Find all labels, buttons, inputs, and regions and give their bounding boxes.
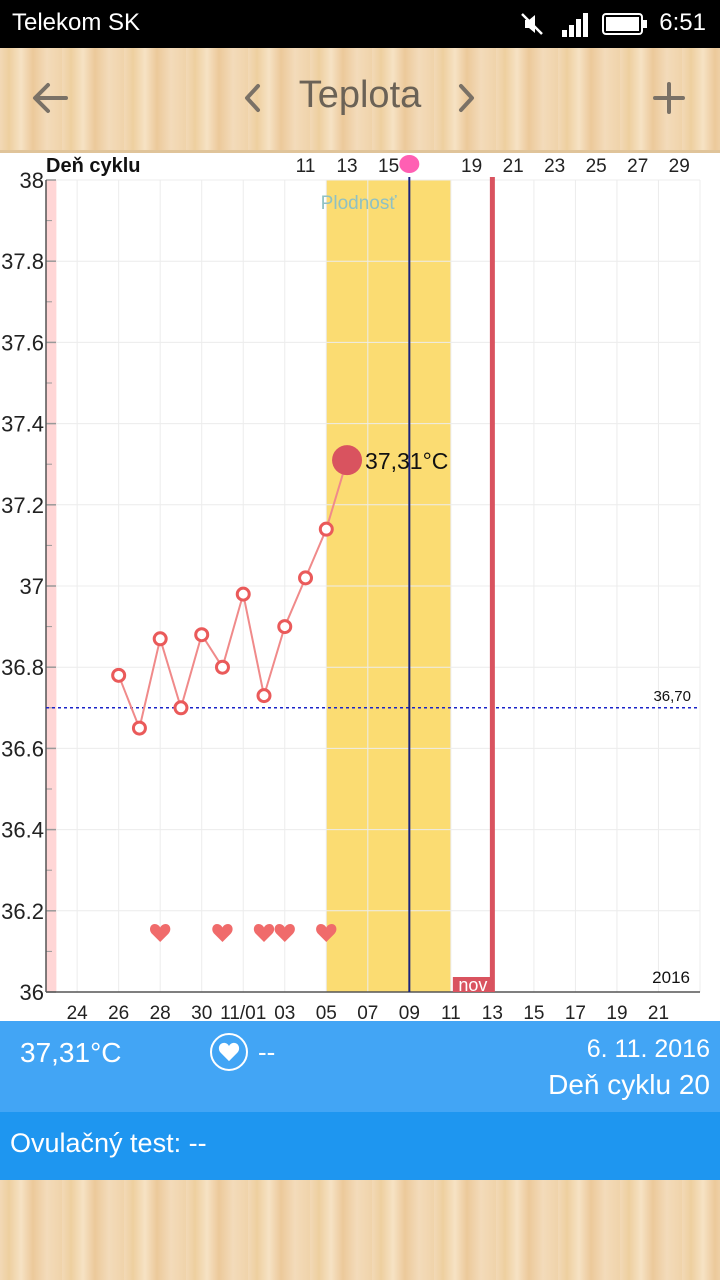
y-tick-label: 37 <box>20 574 44 599</box>
date-tick-label: 24 <box>67 1003 89 1021</box>
y-tick-label: 36.4 <box>1 818 44 843</box>
date-tick-label: 21 <box>648 1003 669 1021</box>
cycle-tick-label: 25 <box>586 156 607 177</box>
month-label-bg <box>452 977 493 992</box>
intercourse-value: -- <box>258 1037 276 1067</box>
date-tick-label: 13 <box>482 1003 503 1021</box>
heart-icon <box>212 924 233 942</box>
selected-temperature-label: 37,31°C <box>365 448 448 474</box>
mute-icon <box>521 13 543 35</box>
ovulation-test-bar[interactable]: Ovulačný test: -- <box>0 1112 720 1180</box>
temperature-chart-svg: 38 37.8 37.6 37.4 37.2 37 36.8 36.6 36.4 36.2 36 Pl… <box>1 155 701 1024</box>
temperature-point <box>277 619 293 635</box>
heart-icon <box>150 924 171 942</box>
ovulation-test-label: Ovulačný test: -- <box>10 1128 207 1158</box>
heart-shape <box>274 924 295 942</box>
date-tick-label: 09 <box>399 1003 420 1021</box>
date-tick-label: 17 <box>565 1003 586 1021</box>
clock: 6:51 <box>659 9 706 36</box>
next-button[interactable] <box>438 70 494 126</box>
date-tick-label: 11/01 <box>220 1003 266 1021</box>
back-button[interactable] <box>22 70 78 126</box>
temperature-value: 37,31°C <box>20 1037 122 1068</box>
heart-icon <box>274 924 295 942</box>
cycle-tick-label: 13 <box>336 156 357 177</box>
ovulation-marker-icon <box>399 155 420 173</box>
temperature-point <box>194 627 210 643</box>
y-tick-label: 37.2 <box>1 493 44 518</box>
date-tick-label: 26 <box>108 1003 129 1021</box>
temperature-point <box>131 720 147 736</box>
cycle-day: Deň cyklu 20 <box>548 1069 710 1100</box>
cycle-tick-label: 15 <box>378 156 399 177</box>
y-tick-label: 36.8 <box>1 655 44 680</box>
date-tick-label: 15 <box>523 1003 544 1021</box>
heart-icon <box>316 924 337 942</box>
y-tick-label: 37.6 <box>1 330 44 355</box>
temperature-chart[interactable]: 38 37.8 37.6 37.4 37.2 37 36.8 36.6 36.4 36.2 36 Pl… <box>0 153 720 1024</box>
heart-shape <box>316 924 337 942</box>
date-tick-label: 11 <box>441 1003 461 1021</box>
temperature-point <box>298 570 314 586</box>
heart-icon <box>253 924 275 942</box>
cycle-axis-label: Deň cyklu <box>46 155 140 177</box>
temperature-point <box>173 700 189 716</box>
toolbar-divider <box>0 150 720 153</box>
chevron-right-icon <box>459 84 474 112</box>
back-arrow-icon <box>33 83 68 113</box>
heart-shape <box>150 924 171 942</box>
battery-icon <box>602 13 647 35</box>
signal-icon <box>562 13 588 37</box>
previous-button[interactable] <box>225 70 281 126</box>
date-tick-label: 30 <box>191 1003 212 1021</box>
heart-shape <box>212 924 233 942</box>
date-tick-label: 07 <box>357 1003 378 1021</box>
y-tick-label: 37.4 <box>1 412 44 437</box>
chevron-left-icon <box>245 84 260 112</box>
cycle-tick-label: 23 <box>544 156 565 177</box>
selected-temperature-point <box>332 445 363 476</box>
intercourse-indicator[interactable] <box>210 1033 248 1071</box>
y-tick-label: 36.2 <box>1 899 44 924</box>
year-label: 2016 <box>652 968 690 987</box>
cycle-tick-label: 29 <box>669 156 690 177</box>
day-info-panel[interactable]: 37,31°C -- 6. 11. 2016 Deň cyklu 20 <box>0 1021 720 1112</box>
temperature-point <box>318 521 334 537</box>
y-tick-label: 36.6 <box>1 736 44 761</box>
fertile-window-label: Plodnosť <box>321 193 398 214</box>
cycle-tick-label: 21 <box>503 156 524 177</box>
y-tick-label: 38 <box>20 168 44 193</box>
coverline-label: 36,70 <box>653 688 691 705</box>
temperature-point <box>256 688 272 704</box>
temperature-point <box>235 586 251 602</box>
heart-icon <box>218 1042 240 1062</box>
month-label: nov <box>458 975 487 995</box>
date-tick-label: 28 <box>150 1003 171 1021</box>
add-button[interactable] <box>641 70 697 126</box>
y-tick-label: 36 <box>20 980 44 1005</box>
date-tick-label: 05 <box>316 1003 337 1021</box>
heart-shape <box>253 924 275 942</box>
carrier-name: Telekom SK <box>12 9 141 36</box>
page-title: Teplota <box>298 74 422 116</box>
temperature-series-line <box>117 459 349 732</box>
temperature-point <box>152 631 168 647</box>
status-bar: Telekom SK 6:51 <box>0 0 720 48</box>
plus-icon <box>653 82 685 114</box>
cycle-tick-label: 27 <box>627 156 648 177</box>
selected-date: 6. 11. 2016 <box>586 1035 710 1063</box>
background-panel <box>0 1180 720 1280</box>
cycle-tick-label: 11 <box>296 156 316 177</box>
cycle-tick-label: 19 <box>461 156 482 177</box>
y-tick-label: 37.8 <box>1 249 44 274</box>
date-tick-label: 19 <box>606 1003 627 1021</box>
date-tick-label: 03 <box>274 1003 295 1021</box>
toolbar: Teplota <box>0 48 720 152</box>
temperature-point <box>111 667 127 683</box>
temperature-point <box>214 659 230 675</box>
